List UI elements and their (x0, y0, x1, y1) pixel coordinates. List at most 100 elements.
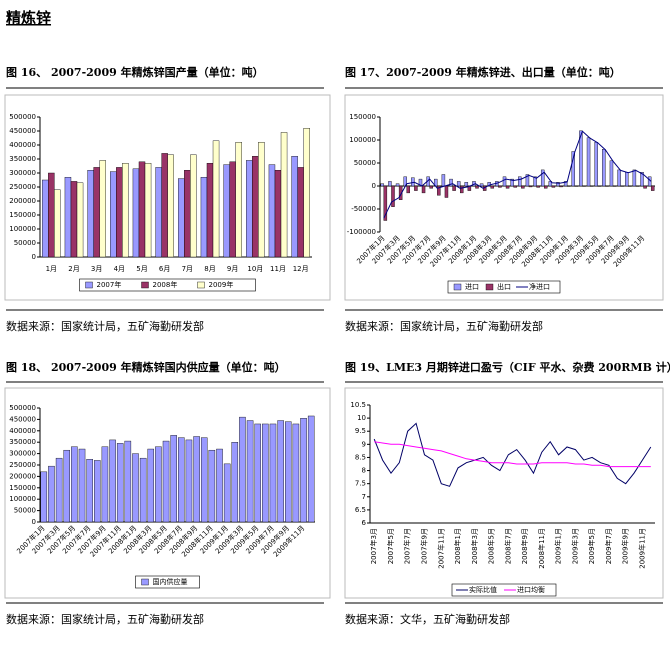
bar (529, 186, 532, 187)
bar (140, 458, 146, 522)
bar (194, 437, 200, 523)
x-tick-label: 1月 (46, 265, 57, 273)
legend-label: 2008年 (153, 280, 178, 289)
legend-label: 2009年 (209, 280, 234, 289)
legend-swatch (486, 284, 493, 290)
bar (644, 186, 647, 188)
bar (71, 181, 77, 257)
bar (100, 160, 106, 257)
y-tick-label: 400000 (9, 141, 36, 149)
legend-swatch (454, 284, 461, 290)
chart-caption: 图 19、LME3 月期锌进口盈亏（CIF 平水、杂费 200RMB 计） (345, 360, 670, 374)
x-tick-label: 2009年1月 (554, 528, 563, 564)
bar (148, 449, 154, 522)
y-tick-label: 150000 (349, 113, 376, 121)
x-tick-label: 9月 (227, 265, 238, 273)
y-tick-label: 0 (32, 518, 36, 526)
bar (422, 186, 425, 193)
chart-caption: 图 16、 2007-2009 年精炼锌国产量（单位：吨） (6, 65, 264, 79)
bar (304, 128, 310, 257)
chart-caption: 图 18、 2007-2009 年精炼锌国内供应量（单位：吨） (6, 360, 286, 374)
bar (491, 186, 494, 188)
bar (255, 424, 261, 522)
bar (94, 167, 100, 257)
bar (407, 186, 410, 193)
bar (292, 156, 298, 257)
y-tick-label: 50000 (354, 159, 376, 167)
bar (587, 138, 590, 186)
y-tick-label: 300000 (9, 450, 36, 458)
y-tick-label: 300000 (9, 169, 36, 177)
x-tick-label: 2008年7月 (503, 528, 512, 564)
y-tick-label: 0 (32, 253, 36, 261)
bar (442, 175, 445, 187)
bar (465, 182, 468, 186)
bar (48, 173, 54, 257)
bar (178, 179, 184, 257)
x-tick-label: 2007年9月 (419, 528, 428, 564)
y-tick-label: 150000 (9, 484, 36, 492)
chart-caption: 图 17、2007-2009 年精炼锌进、出口量（单位：吨） (345, 65, 621, 79)
bar (216, 449, 222, 522)
bar (184, 170, 190, 257)
legend-label: 出口 (497, 282, 511, 291)
x-tick-label: 2007年5月 (386, 528, 395, 564)
y-tick-label: -100000 (347, 228, 376, 236)
bar (560, 186, 563, 187)
legend-label: 进口均衡 (517, 585, 545, 594)
bar (102, 447, 108, 522)
y-tick-label: 200000 (9, 472, 36, 480)
legend-label: 进口 (465, 283, 479, 291)
bar (213, 141, 219, 257)
bar (293, 424, 299, 522)
bar (460, 186, 463, 193)
x-tick-label: 2007年7月 (403, 528, 412, 564)
bar (430, 186, 433, 188)
y-tick-label: 10 (357, 414, 366, 422)
bar (133, 169, 139, 257)
bar (54, 190, 60, 257)
chart-frame (345, 388, 663, 598)
source: 数据来源：国家统计局，五矿海勤研发部 (345, 319, 543, 333)
bar (201, 177, 207, 257)
bar (201, 438, 207, 522)
bar (71, 447, 77, 522)
bar (514, 186, 517, 187)
bar (94, 460, 100, 522)
bar (190, 155, 196, 257)
x-tick-label: 2009年9月 (621, 528, 630, 564)
bar (281, 132, 287, 257)
bar (246, 160, 252, 257)
bar (230, 162, 236, 257)
legend-swatch (198, 282, 205, 288)
bar (110, 440, 116, 522)
bar (475, 186, 478, 188)
legend-label: 净进口 (529, 282, 550, 291)
bar (168, 155, 174, 257)
x-tick-label: 4月 (114, 265, 125, 273)
bar (285, 422, 291, 522)
bar (275, 170, 281, 257)
bar (610, 161, 613, 186)
bar (503, 177, 506, 186)
bar (77, 183, 83, 257)
bar (602, 149, 605, 186)
line (374, 442, 651, 467)
bar (116, 167, 122, 257)
y-tick-label: 7 (362, 493, 366, 501)
legend-label: 实际比值 (469, 585, 497, 594)
source: 数据来源：国家统计局，五矿海勤研发部 (6, 612, 204, 626)
legend-label: 国内供应量 (153, 577, 188, 586)
bar (79, 449, 85, 522)
bar (388, 181, 391, 186)
y-tick-label: 100000 (9, 225, 36, 233)
bar (498, 186, 501, 187)
bar (209, 450, 215, 522)
bar (239, 417, 245, 522)
y-tick-label: 200000 (9, 197, 36, 205)
bar (480, 184, 483, 186)
bar (171, 435, 177, 522)
bar (65, 177, 71, 257)
bar (506, 186, 509, 188)
